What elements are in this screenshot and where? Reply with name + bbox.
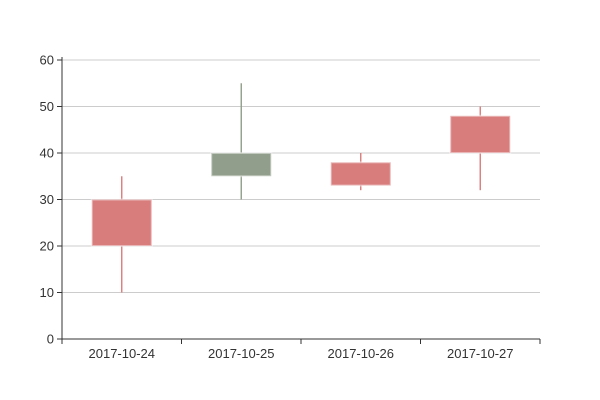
x-tick-label: 2017-10-26 bbox=[328, 346, 395, 361]
y-tick-label: 60 bbox=[40, 53, 54, 68]
x-tick-label: 2017-10-27 bbox=[447, 346, 514, 361]
x-tick-label: 2017-10-24 bbox=[89, 346, 156, 361]
candle-body[interactable] bbox=[90, 198, 153, 247]
y-tick-label: 20 bbox=[40, 239, 54, 254]
y-tick-label: 30 bbox=[40, 192, 54, 207]
candle-body[interactable] bbox=[449, 114, 512, 155]
x-tick-label: 2017-10-25 bbox=[208, 346, 275, 361]
y-tick-label: 0 bbox=[47, 332, 54, 347]
y-tick-label: 50 bbox=[40, 99, 54, 114]
y-tick-label: 10 bbox=[40, 285, 54, 300]
candle-body[interactable] bbox=[329, 161, 392, 187]
y-tick-label: 40 bbox=[40, 146, 54, 161]
candle-body[interactable] bbox=[210, 152, 273, 178]
